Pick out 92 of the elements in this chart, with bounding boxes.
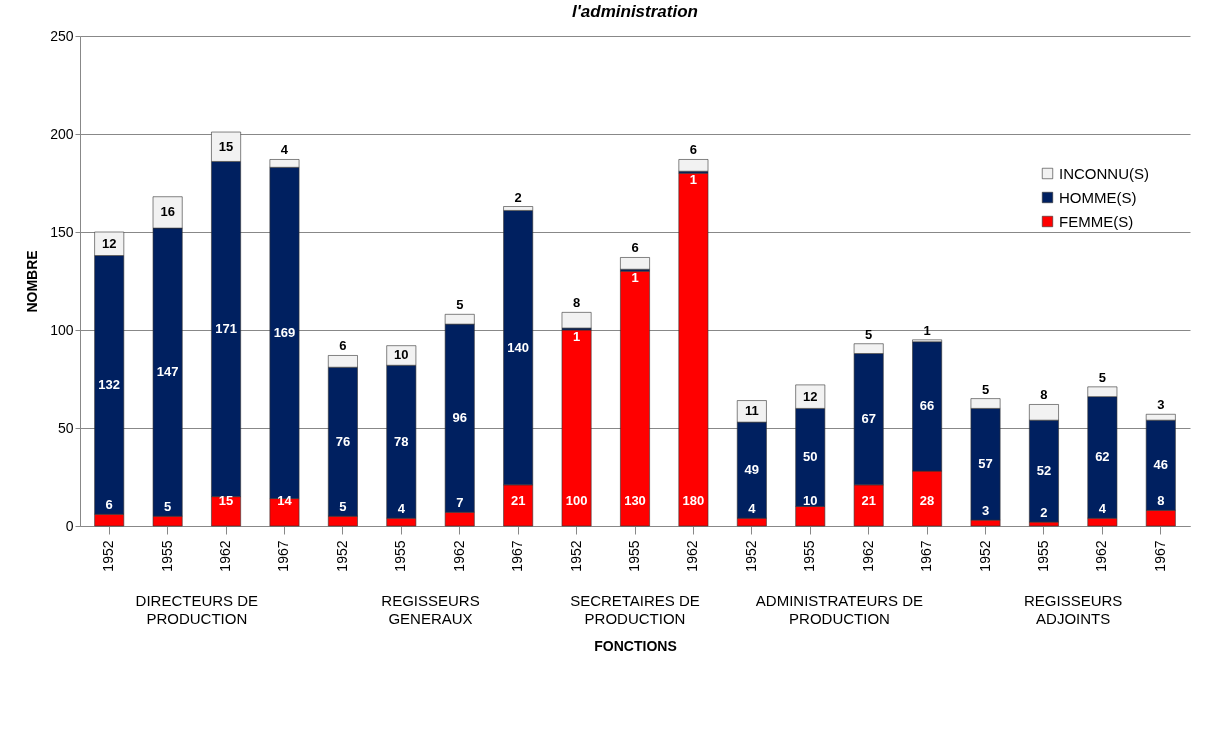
data-label: 132: [98, 376, 121, 392]
data-label: 180: [682, 493, 705, 508]
x-tick-label: 1955: [158, 540, 175, 572]
data-label: 16: [160, 204, 175, 220]
data-label: 100: [565, 493, 588, 508]
x-tick-label: 1967: [918, 540, 935, 572]
x-tick-label: 1952: [976, 540, 993, 572]
data-label: 10: [394, 347, 409, 363]
x-axis-title: FONCTIONS: [594, 637, 677, 654]
x-tick-label: 1967: [275, 540, 292, 572]
data-label: 7: [456, 495, 464, 511]
x-tick-label: 1962: [1093, 540, 1110, 572]
data-label: 11: [744, 403, 759, 419]
data-label: 67: [861, 411, 876, 427]
data-label: 6: [689, 142, 698, 158]
x-tick-label: 1955: [801, 540, 818, 572]
data-label: 62: [1095, 449, 1110, 465]
text: SECRETAIRES DE PRODUCTION: [570, 592, 700, 627]
x-tick-label: 1962: [450, 540, 467, 572]
y-tick-label: 0: [65, 517, 74, 534]
data-label: 8: [1157, 493, 1165, 509]
chart-title: l'administration: [572, 2, 698, 21]
x-tick-label: 1952: [742, 540, 759, 572]
data-label: 12: [803, 388, 818, 404]
data-label: 5: [865, 326, 873, 342]
x-tick-label: 1967: [509, 540, 526, 572]
data-label: 2: [1040, 505, 1048, 521]
data-label: 15: [218, 138, 234, 154]
data-label: 3: [981, 503, 990, 519]
x-tick-label: 1962: [217, 540, 234, 572]
data-label: 52: [1036, 463, 1052, 479]
text: REGISSEURS ADJOINTS: [1023, 592, 1123, 627]
y-tick-label: 200: [50, 125, 74, 142]
text: DIRECTEURS DE PRODUCTION: [135, 592, 259, 627]
data-label: 78: [394, 433, 409, 449]
data-label: 96: [452, 410, 467, 426]
data-label: 3: [1157, 397, 1165, 413]
x-tick-label: 1967: [1151, 540, 1168, 572]
data-label: 66: [919, 398, 935, 414]
data-label: 147: [156, 364, 179, 380]
data-label: 4: [397, 501, 406, 517]
data-label: 10: [803, 493, 818, 508]
x-tick-label: 1962: [684, 540, 701, 572]
data-label: 46: [1153, 457, 1169, 473]
text: ADMINISTRATEURS DE PRODUCTION: [755, 592, 924, 627]
y-axis-title: NOMBRE: [24, 250, 41, 313]
data-label: 57: [978, 456, 993, 472]
data-label: 4: [748, 501, 757, 517]
data-label: 5: [456, 297, 464, 313]
data-label: 8: [572, 295, 581, 311]
data-label: 6: [631, 240, 639, 256]
data-label: 6: [105, 497, 113, 513]
data-label: 4: [280, 142, 289, 158]
y-tick-label: 150: [50, 223, 74, 240]
data-label: 130: [624, 493, 646, 508]
x-tick-label: 1955: [1034, 540, 1051, 572]
data-label: 140: [507, 339, 530, 355]
data-label: 5: [1098, 369, 1106, 385]
data-label: 5: [981, 381, 990, 397]
data-label: 2: [514, 189, 522, 205]
data-label: 5: [339, 499, 347, 515]
data-label: 21: [861, 493, 876, 508]
data-label: 1: [923, 322, 931, 338]
data-label: 171: [215, 321, 237, 337]
y-tick-label: 250: [50, 27, 74, 44]
data-label: 15: [218, 493, 234, 508]
data-label: 5: [164, 499, 172, 515]
data-label: 6: [339, 338, 347, 354]
text: REGISSEURS GENERAUX: [381, 592, 480, 627]
data-label: 76: [335, 433, 351, 449]
y-tick-label: 100: [50, 321, 74, 338]
data-label: 12: [101, 235, 117, 251]
data-label: 4: [1098, 501, 1107, 517]
data-label: 1: [572, 329, 581, 345]
data-label: 49: [744, 462, 760, 478]
x-tick-label: 1952: [567, 540, 584, 572]
x-tick-label: 1952: [333, 540, 350, 572]
data-label: 1: [631, 270, 639, 286]
data-label: 50: [803, 449, 818, 465]
data-label: 169: [273, 324, 296, 340]
y-tick-label: 50: [57, 419, 74, 436]
legend-label: HOMME(S): [1059, 188, 1137, 206]
x-tick-label: 1952: [100, 540, 117, 572]
x-tick-label: 1955: [626, 540, 642, 572]
data-label: 1: [689, 172, 698, 188]
legend-label: FEMME(S): [1059, 212, 1134, 230]
x-tick-label: 1955: [392, 540, 409, 572]
data-label: 8: [1040, 387, 1048, 403]
data-label: 21: [510, 493, 526, 508]
x-tick-label: 1962: [859, 540, 876, 572]
data-label: 28: [919, 493, 935, 508]
legend-label: INCONNU(S): [1059, 164, 1149, 182]
